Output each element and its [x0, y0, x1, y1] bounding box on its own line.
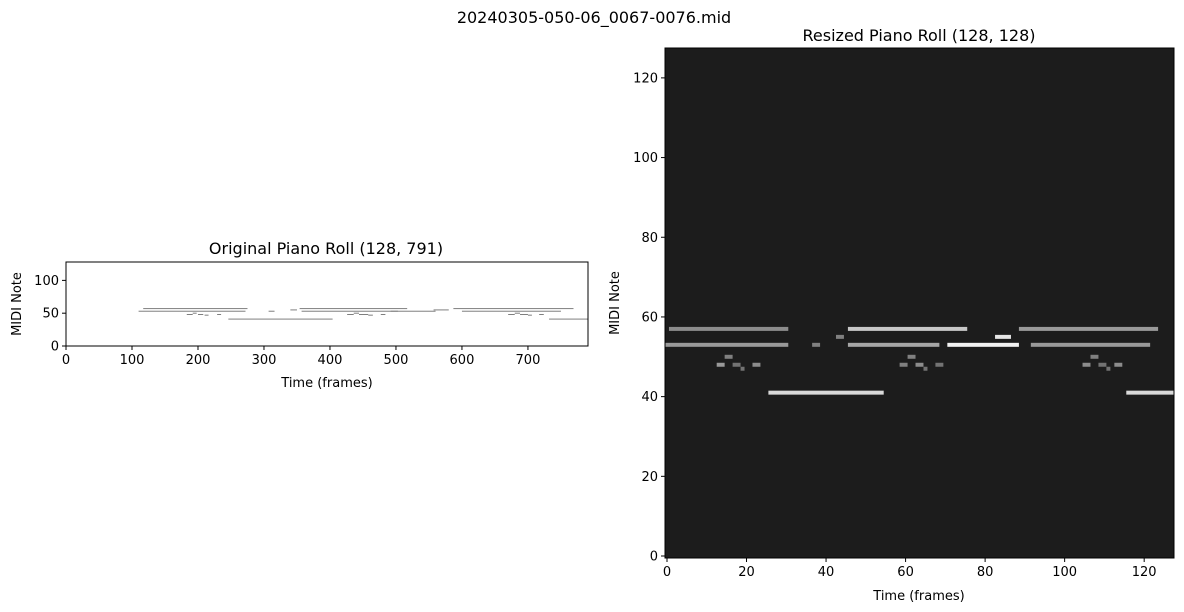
resized-y-tick-label: 20: [641, 470, 658, 485]
original-note-mark: [290, 309, 297, 311]
original-note-mark: [520, 314, 528, 315]
original-note-mark: [461, 310, 561, 312]
resized-x-tick-label: 120: [1132, 565, 1157, 580]
resized-y-tick-label: 100: [633, 151, 658, 166]
resized-note-mark: [947, 342, 1019, 347]
resized-note-mark: [847, 342, 940, 347]
resized-note-mark: [835, 334, 844, 339]
resized-note-mark: [899, 362, 908, 367]
resized-piano-roll-axes: Resized Piano Roll (128, 128) 0 20 40 60 80 1…: [608, 26, 1175, 604]
resized-note-mark: [1098, 362, 1107, 367]
original-x-tick-label: 700: [516, 353, 541, 368]
resized-note-mark: [768, 390, 884, 395]
original-note-mark: [217, 314, 222, 315]
resized-x-tick-label: 0: [663, 565, 671, 580]
resized-note-mark: [668, 326, 789, 331]
resized-note-mark: [1030, 342, 1151, 347]
original-y-ticks: 0 50 100: [34, 274, 66, 355]
resized-axes-frame: [664, 47, 1175, 559]
resized-note-mark: [732, 362, 741, 367]
resized-note-mark: [740, 366, 745, 371]
original-note-mark: [268, 310, 275, 312]
original-x-tick-label: 400: [318, 353, 343, 368]
original-note-mark: [299, 308, 408, 310]
original-note-mark: [197, 314, 204, 315]
resized-x-tick-label: 40: [818, 565, 835, 580]
resized-y-ticks: 0 20 40 60 80 100 120: [633, 71, 665, 565]
resized-y-tick-label: 120: [633, 71, 658, 86]
resized-x-tick-label: 20: [738, 565, 755, 580]
resized-image-background: [665, 48, 1174, 558]
original-note-mark: [204, 314, 209, 316]
resized-note-mark: [716, 362, 725, 367]
resized-note-mark: [812, 342, 821, 347]
resized-note-mark: [995, 334, 1011, 339]
resized-y-tick-label: 60: [641, 310, 658, 325]
original-note-mark: [359, 314, 369, 315]
original-note-mark: [138, 310, 246, 312]
original-note-mark: [380, 314, 386, 315]
resized-note-layer: [665, 326, 1174, 395]
original-y-axis-label: MIDI Note: [10, 272, 25, 336]
resized-y-axis-label: MIDI Note: [608, 271, 623, 335]
original-axes-frame: [65, 261, 589, 347]
original-note-mark: [549, 318, 588, 320]
resized-note-mark: [1114, 362, 1123, 367]
original-x-tick-label: 300: [252, 353, 277, 368]
resized-y-tick-label: 0: [650, 550, 658, 565]
resized-y-tick-label: 40: [641, 390, 658, 405]
resized-chart-title: Resized Piano Roll (128, 128): [803, 26, 1036, 45]
resized-note-mark: [1126, 390, 1174, 395]
resized-note-mark: [847, 326, 968, 331]
resized-x-axis-label: Time (frames): [872, 589, 964, 604]
original-note-mark: [508, 314, 515, 315]
original-note-mark: [539, 314, 544, 315]
original-note-mark: [390, 310, 436, 312]
original-x-tick-label: 100: [120, 353, 145, 368]
original-note-mark: [347, 314, 354, 315]
resized-note-mark: [935, 362, 944, 367]
original-note-mark: [228, 318, 333, 320]
original-x-tick-label: 600: [450, 353, 475, 368]
original-y-tick-label: 100: [34, 274, 59, 289]
original-note-mark: [301, 310, 398, 312]
resized-note-mark: [724, 354, 733, 359]
resized-note-mark: [1082, 362, 1091, 367]
original-note-mark: [192, 312, 197, 314]
original-note-mark: [453, 308, 574, 310]
original-note-layer: [138, 308, 588, 320]
resized-y-tick-label: 80: [641, 231, 658, 246]
original-note-mark: [514, 312, 521, 314]
original-x-axis-label: Time (frames): [280, 376, 372, 391]
original-x-ticks: 0 100 200 300 400 500 600 700: [62, 346, 541, 368]
original-chart-title: Original Piano Roll (128, 791): [209, 239, 443, 258]
resized-x-ticks: 0 20 40 60 80 100 120: [663, 558, 1157, 580]
original-x-tick-label: 500: [384, 353, 409, 368]
original-y-tick-label: 0: [51, 340, 59, 355]
resized-note-mark: [752, 362, 761, 367]
resized-x-tick-label: 60: [897, 565, 914, 580]
figure-suptitle: 20240305-050-06_0067-0076.mid: [457, 8, 731, 28]
resized-x-tick-label: 80: [977, 565, 994, 580]
original-piano-roll-axes: Original Piano Roll (128, 791) 0 100 200 30…: [10, 239, 589, 391]
original-note-mark: [368, 314, 373, 316]
original-x-tick-label: 200: [186, 353, 211, 368]
original-note-mark: [527, 314, 532, 316]
original-note-mark: [433, 309, 449, 311]
original-y-tick-label: 50: [42, 307, 59, 322]
resized-note-mark: [915, 362, 924, 367]
original-x-tick-label: 0: [62, 353, 70, 368]
resized-note-mark: [665, 342, 789, 347]
resized-note-mark: [907, 354, 916, 359]
resized-note-mark: [1018, 326, 1159, 331]
resized-x-tick-label: 100: [1052, 565, 1077, 580]
original-note-mark: [186, 314, 193, 315]
resized-note-mark: [923, 366, 928, 371]
original-note-mark: [143, 308, 248, 310]
resized-note-mark: [1090, 354, 1099, 359]
resized-note-mark: [1106, 366, 1111, 371]
original-note-mark: [353, 312, 360, 314]
